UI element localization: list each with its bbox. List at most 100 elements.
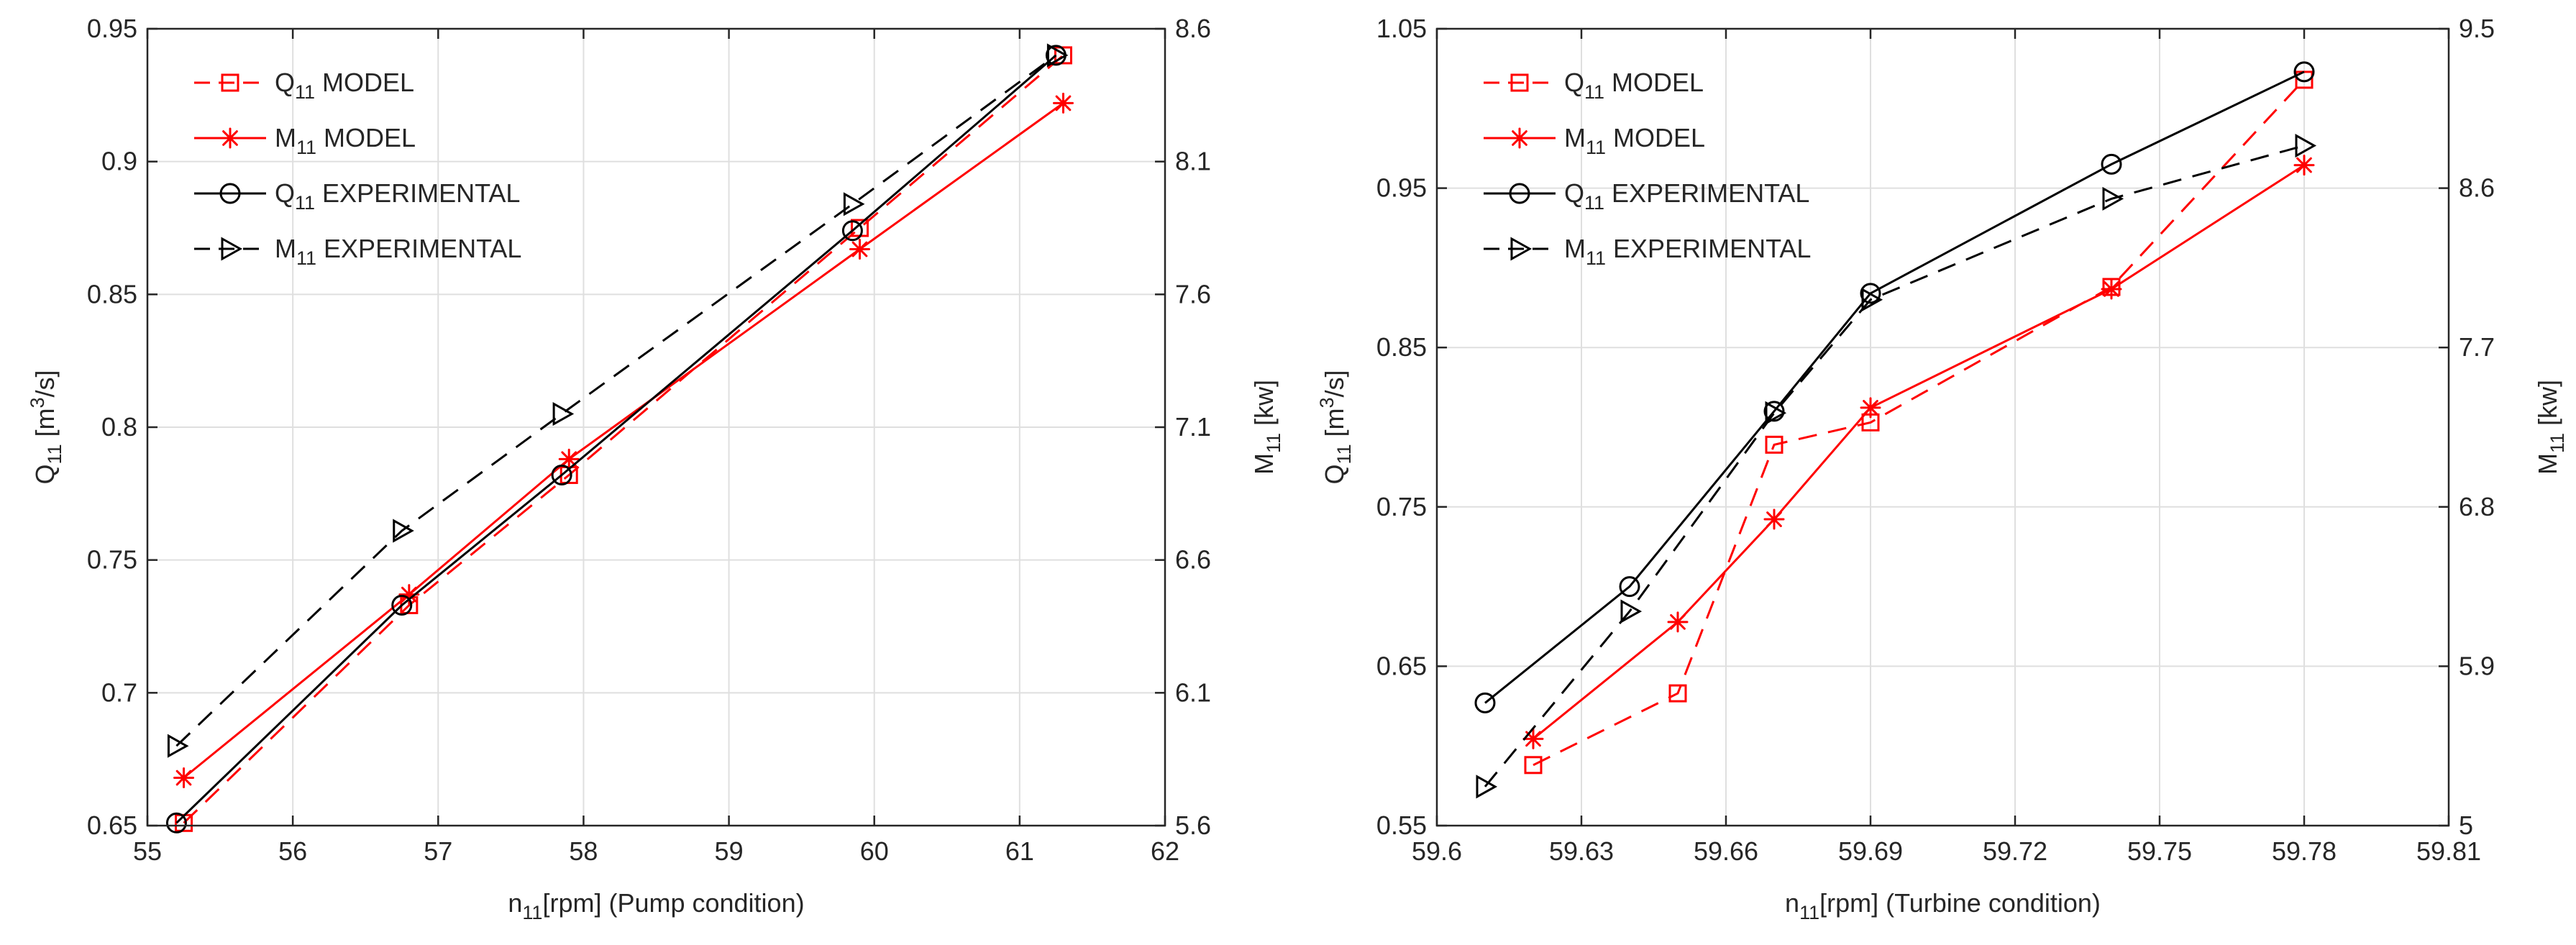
legend-label: Q11 MODEL (275, 68, 414, 103)
data-point (167, 734, 189, 758)
data-point (551, 464, 572, 485)
x-axis-label: n11[rpm] (Turbine condition) (1785, 888, 2101, 923)
data-point (841, 220, 863, 242)
y-left-tick-label: 1.05 (1376, 14, 1427, 43)
series-line (175, 54, 1057, 747)
x-tick-label: 59.72 (1983, 836, 2047, 866)
data-point (1522, 728, 1544, 749)
x-axis: 59.6 59.63 59.66 59.69 59.72 59.75 59.78 59.81 (1412, 29, 2481, 866)
legend-entry: M11 EXPERIMENTAL (194, 234, 521, 269)
y-right-tick-label: 8.6 (1175, 14, 1211, 43)
y-left-tick-label: 0.9 (101, 147, 137, 176)
x-tick-label: 59 (715, 836, 744, 866)
series-line (183, 54, 1064, 824)
data-point (1765, 401, 1787, 425)
data-point (165, 812, 187, 834)
series-3 (1474, 61, 2315, 713)
legend-entry: M11 MODEL (1484, 123, 1705, 158)
axes-box (1435, 27, 2450, 827)
legend-entry: Q11 EXPERIMENTAL (194, 178, 520, 214)
data-point (1053, 92, 1074, 114)
y-axis-left: 0.65 0.7 0.75 0.8 0.85 0.9 0.95 (87, 14, 157, 840)
y-axis-left-label: Q11 [m3/s] (1316, 370, 1355, 484)
x-tick-label: 59.75 (2127, 836, 2192, 866)
y-left-tick-label: 0.65 (87, 811, 137, 840)
legend-entry: Q11 EXPERIMENTAL (1484, 178, 1809, 214)
data-point (2293, 61, 2315, 83)
x-axis: 55 56 57 58 59 60 61 62 (133, 29, 1179, 866)
data-point (1620, 599, 1643, 624)
y-left-tick-label: 0.7 (101, 677, 137, 707)
y-left-tick-label: 0.55 (1376, 811, 1427, 840)
y-right-tick-label: 8.1 (1175, 147, 1211, 176)
data-point (1763, 401, 1785, 422)
grid (147, 29, 1165, 826)
y-left-tick-label: 0.75 (1376, 492, 1427, 521)
y-right-tick-label: 6.1 (1175, 677, 1211, 707)
data-point (1861, 288, 1883, 312)
y-axis-left: 0.55 0.65 0.75 0.85 0.95 1.05 (1376, 14, 1447, 840)
data-point (1046, 43, 1069, 68)
x-tick-label: 58 (569, 836, 598, 866)
x-tick-label: 59.6 (1412, 836, 1462, 866)
data-point (398, 584, 420, 606)
x-tick-label: 62 (1151, 836, 1179, 866)
data-point (843, 192, 865, 216)
legend-label: Q11 EXPERIMENTAL (275, 178, 520, 214)
data-point (1524, 756, 1543, 775)
y-right-tick-label: 7.6 (1175, 279, 1211, 309)
data-point (2102, 186, 2124, 211)
series-line (1484, 70, 2305, 704)
grid (1437, 29, 2449, 826)
x-tick-label: 59.69 (1838, 836, 1903, 866)
y-right-tick-label: 5.6 (1175, 811, 1211, 840)
legend-marker (221, 73, 239, 92)
data-point (2101, 153, 2122, 175)
legend-marker (221, 237, 243, 261)
legend-label: M11 EXPERIMENTAL (1564, 234, 1811, 269)
series-4 (167, 43, 1069, 758)
data-point (1860, 397, 1881, 419)
data-point (1765, 435, 1783, 454)
data-point (552, 401, 575, 426)
x-tick-label: 59.78 (2272, 836, 2337, 866)
legend: Q11 MODEL M11 MODEL Q11 EXPERIMENTAL M11 EX… (194, 68, 521, 269)
series-line (1533, 164, 2305, 740)
legend-entry: M11 MODEL (194, 123, 416, 158)
legend: Q11 MODEL M11 MODEL Q11 EXPERIMENTAL M11 EX… (1484, 68, 1811, 269)
series-2 (173, 92, 1074, 789)
y-right-tick-label: 8.6 (2459, 173, 2495, 203)
data-point (558, 448, 580, 470)
x-tick-label: 59.66 (1694, 836, 1758, 866)
data-point (1860, 283, 1881, 304)
y-axis-right: 5 5.9 6.8 7.7 8.6 9.5 (2439, 14, 2495, 840)
legend-entry: Q11 MODEL (1484, 68, 1704, 103)
legend-label: M11 MODEL (275, 123, 416, 158)
y-axis-right-label: M11 [kw] (1249, 380, 1284, 475)
data-point (391, 594, 413, 616)
legend-marker (1509, 127, 1530, 149)
y-right-tick-label: 6.6 (1175, 545, 1211, 575)
legend-label: Q11 MODEL (1564, 68, 1704, 103)
legend-label: M11 EXPERIMENTAL (275, 234, 521, 269)
series-3 (165, 45, 1067, 834)
legend-entry: Q11 MODEL (194, 68, 414, 103)
legend-entry: M11 EXPERIMENTAL (1484, 234, 1811, 269)
series-line (175, 54, 1057, 824)
y-right-tick-label: 5 (2459, 811, 2473, 840)
series-2 (1522, 155, 2315, 749)
data-point (173, 767, 195, 789)
chart-panel-1: 55 56 57 58 59 60 61 62 0.65 0.7 0.75 0.8 0.85 0.9 0.9… (27, 14, 1284, 923)
y-right-tick-label: 5.9 (2459, 651, 2495, 680)
x-tick-label: 59.63 (1549, 836, 1614, 866)
y-axis-right: 5.6 6.1 6.6 7.1 7.6 8.1 8.6 (1155, 14, 1211, 840)
series-4 (1476, 133, 2317, 799)
y-right-tick-label: 7.1 (1175, 412, 1211, 442)
chart-panel-2: 59.6 59.63 59.66 59.69 59.72 59.75 59.78 59.81 0… (1316, 14, 2568, 923)
data-point (1667, 611, 1689, 633)
y-left-tick-label: 0.85 (87, 279, 137, 309)
plot-area (1437, 29, 2449, 826)
y-right-tick-label: 7.7 (2459, 332, 2495, 362)
y-axis-left-label: Q11 [m3/s] (27, 370, 65, 484)
